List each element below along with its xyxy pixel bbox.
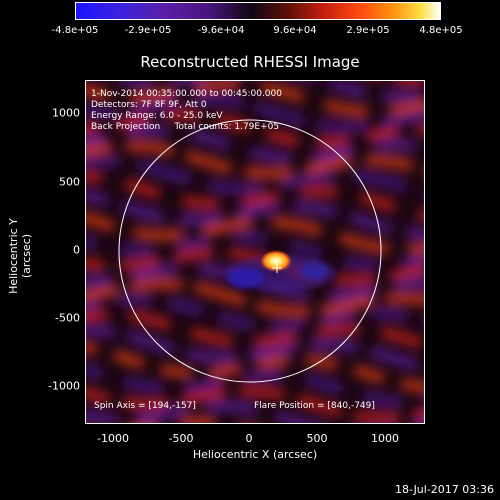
fringe-band xyxy=(86,172,424,220)
fringe-band xyxy=(86,110,424,147)
fringe-band xyxy=(86,343,424,392)
flare-position-marker xyxy=(272,263,282,273)
energy-range-label: Energy Range: 6.0 - 25.0 keV xyxy=(91,111,223,121)
fringe-band xyxy=(86,156,424,198)
x-tick-label: 0 xyxy=(245,432,253,445)
x-tick-label: 500 xyxy=(306,432,328,445)
fringe-band xyxy=(86,125,424,163)
image-plot: 1-Nov-2014 00:35:00.000 to 00:45:00.000 … xyxy=(85,80,425,424)
fringe-band xyxy=(86,364,424,408)
fringe-band xyxy=(86,310,424,350)
y-axis-label: Heliocentric Y (arcsec) xyxy=(7,218,33,294)
y-tick-label: -500 xyxy=(55,311,80,325)
y-tick-label: 500 xyxy=(59,175,80,189)
rhessi-image xyxy=(86,81,424,423)
spin-axis-label: Spin Axis = [194,-157] xyxy=(94,401,196,411)
flare-position-label: Flare Position = [840,-749] xyxy=(254,401,375,411)
x-axis-label: Heliocentric X (arcsec) xyxy=(192,448,318,461)
y-tick-label: 0 xyxy=(73,243,80,257)
colorbar-tick: -9.6e+04 xyxy=(197,25,245,36)
colorbar-tick: 4.8e+05 xyxy=(419,25,463,36)
fringe-band xyxy=(86,386,424,423)
colorbar xyxy=(75,2,441,20)
flare-source xyxy=(260,250,292,272)
fringe-band xyxy=(86,294,424,332)
time-range-label: 1-Nov-2014 00:35:00.000 to 00:45:00.000 xyxy=(91,89,282,99)
fringe-band xyxy=(86,213,424,255)
fringe-band xyxy=(86,191,424,239)
timestamp: 18-Jul-2017 03:36 xyxy=(394,483,494,496)
solar-limb xyxy=(118,119,382,383)
colorbar-tick: -2.9e+05 xyxy=(124,25,172,36)
y-tick-label: -1000 xyxy=(48,379,80,393)
image-title: Reconstructed RHESSI Image xyxy=(140,53,360,71)
method-counts-label: Back Projection Total counts: 1.79E+05 xyxy=(91,122,280,132)
x-tick-label: -1000 xyxy=(97,432,129,445)
fringe-band xyxy=(86,141,424,179)
colorbar-tick: -4.8e+05 xyxy=(51,25,99,36)
detectors-label: Detectors: 7F 8F 9F, Att 0 xyxy=(91,100,207,110)
fringe-band xyxy=(86,401,424,423)
colorbar-tick: 9.6e+04 xyxy=(273,25,317,36)
fringe-band xyxy=(86,325,424,372)
x-tick-label: 1000 xyxy=(371,432,399,445)
colorbar-tick: 2.9e+05 xyxy=(346,25,390,36)
fringe-band xyxy=(86,94,424,132)
y-tick-label: 1000 xyxy=(52,106,80,120)
x-tick-label: -500 xyxy=(168,432,194,445)
fringe-band xyxy=(86,233,424,270)
